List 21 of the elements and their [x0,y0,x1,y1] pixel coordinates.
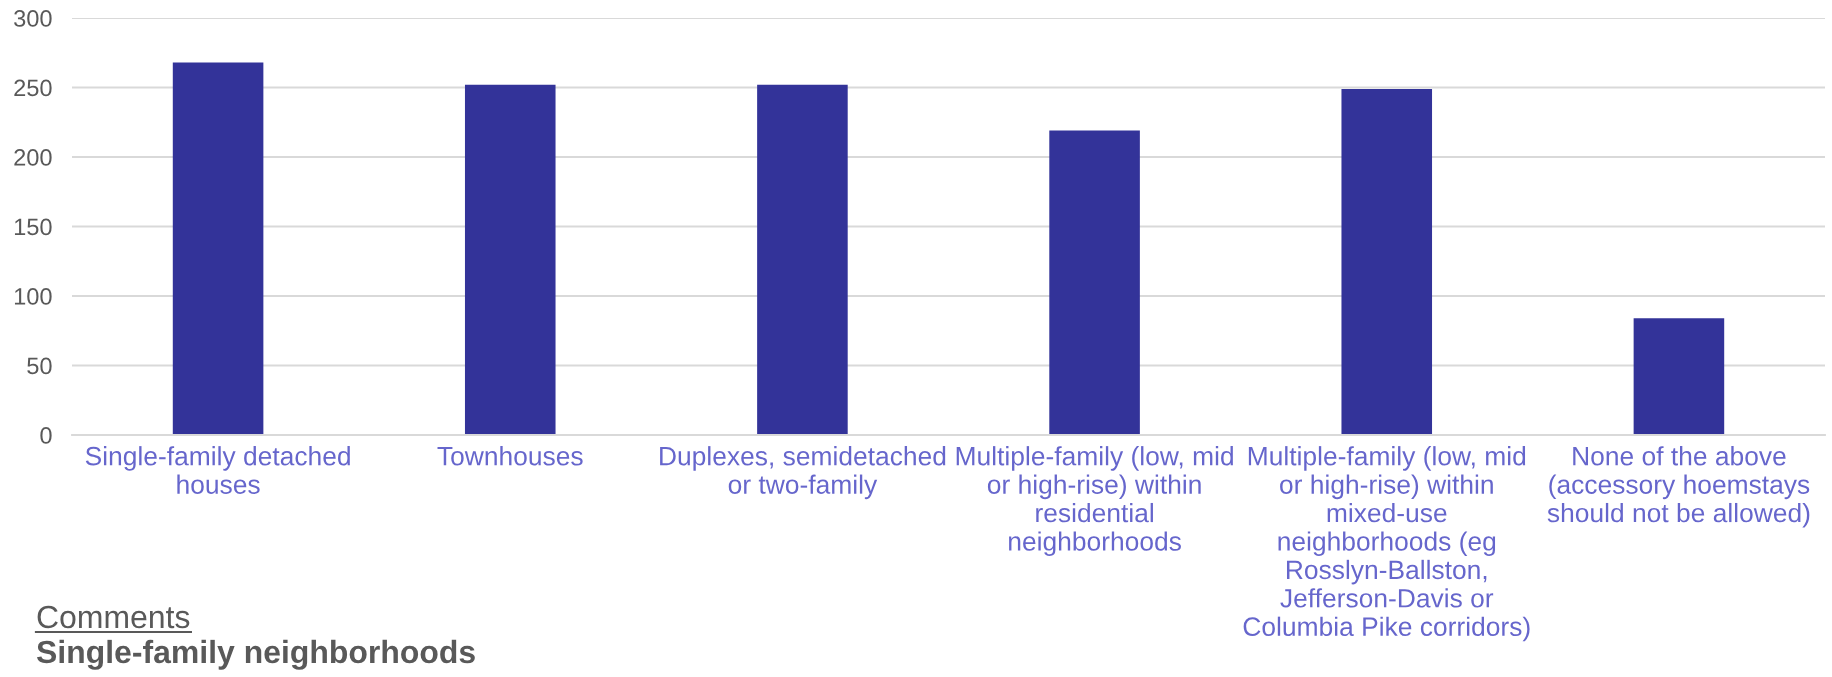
y-tick-label: 300 [14,10,52,27]
y-tick-label: 150 [14,218,52,236]
bar [172,62,264,435]
bar [757,84,848,435]
x-tick-label: Townhouses [437,446,583,466]
text: Comments [37,605,190,629]
y-tick-label: 50 [27,357,52,375]
bar [464,84,556,435]
x-tick-label: Duplexes, semidetached or two-family [660,446,946,500]
y-tick-label: 100 [14,288,52,305]
x-tick-label: Multiple-family (low, mid or high-rise) within mixed-use neighborhoods (eg Rosslyn-Ballston, Jefferson-Davis or Columbia Pike corridors) [1243,446,1530,642]
x-tick-label: Single-family detached houses [85,446,350,494]
y-tick-label: 200 [14,149,52,166]
bar [1049,130,1140,435]
text: Single-family neighborhoods [36,639,475,670]
bar [1341,88,1433,435]
y-tick-label: 250 [14,79,52,97]
bar [1633,318,1725,435]
x-tick-label: None of the above (accessory hoemstays should not be allowed) [1547,446,1810,528]
x-tick-label: Multiple-family (low, mid or high-rise) within residential neighborhoods [956,446,1233,556]
y-tick-label: 0 [40,427,52,444]
